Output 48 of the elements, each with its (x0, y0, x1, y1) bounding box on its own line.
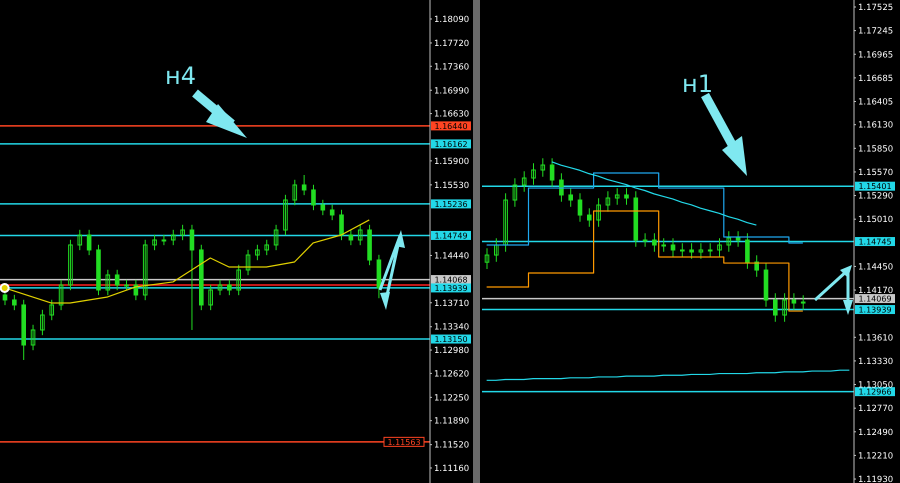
ref-line-label: 1.16440 (434, 122, 468, 131)
ref-line-label: 1.13939 (434, 284, 468, 293)
y-tick-label: 1.18090 (434, 15, 470, 25)
y-tick-label: 1.12980 (434, 346, 470, 356)
ref-line-label: 1.14745 (858, 238, 892, 247)
y-tick-label: 1.16685 (858, 74, 894, 84)
annotation: н1 (682, 70, 713, 98)
annotation: н4 (165, 62, 196, 90)
y-tick-label: 1.17245 (858, 26, 894, 37)
y-tick-label: 1.13710 (434, 298, 470, 309)
y-tick-label: 1.13330 (858, 356, 894, 367)
y-tick-label: 1.16630 (434, 110, 470, 120)
y-tick-label: 1.15900 (434, 156, 470, 167)
ref-line-label: 1.13939 (858, 306, 892, 315)
ref-line-label: 1.13150 (434, 335, 468, 344)
ref-line-label: 1.11563 (387, 438, 421, 447)
y-tick-label: 1.13340 (434, 322, 470, 333)
y-tick-label: 1.16405 (858, 98, 894, 108)
y-tick-label: 1.16990 (434, 86, 470, 96)
y-tick-label: 1.15290 (858, 192, 894, 202)
ref-line-label: 1.14069 (858, 294, 892, 304)
ref-line-label: 1.16162 (434, 140, 468, 149)
y-tick-label: 1.12210 (858, 451, 894, 462)
y-tick-label: 1.15010 (858, 215, 894, 226)
y-tick-label: 1.11890 (434, 416, 470, 427)
ref-line-label: 1.14068 (434, 276, 468, 285)
y-tick-label: 1.11520 (434, 440, 470, 451)
y-tick-label: 1.12250 (434, 393, 470, 404)
y-tick-label: 1.16130 (858, 120, 894, 131)
y-tick-label: 1.15850 (858, 144, 894, 154)
y-tick-label: 1.11160 (434, 464, 470, 474)
ref-line-label: 1.15401 (858, 182, 892, 192)
y-tick-label: 1.14450 (858, 262, 894, 272)
y-tick-label: 1.16965 (858, 50, 894, 60)
y-tick-label: 1.12620 (434, 369, 470, 380)
y-tick-label: 1.13610 (858, 333, 894, 344)
ref-line-label: 1.14749 (434, 231, 468, 240)
y-tick-label: 1.15530 (434, 180, 470, 191)
y-tick-label: 1.11930 (858, 475, 894, 483)
y-tick-label: 1.17360 (434, 62, 470, 72)
y-tick-label: 1.15570 (858, 168, 894, 178)
y-tick-label: 1.14440 (434, 251, 470, 262)
y-tick-label: 1.12770 (858, 404, 894, 414)
y-tick-label: 1.12490 (858, 428, 894, 438)
y-tick-label: 1.14170 (858, 286, 894, 296)
y-tick-label: 1.17720 (434, 38, 470, 49)
y-tick-label: 1.17525 (858, 3, 894, 14)
ref-line-label: 1.15236 (434, 200, 468, 209)
